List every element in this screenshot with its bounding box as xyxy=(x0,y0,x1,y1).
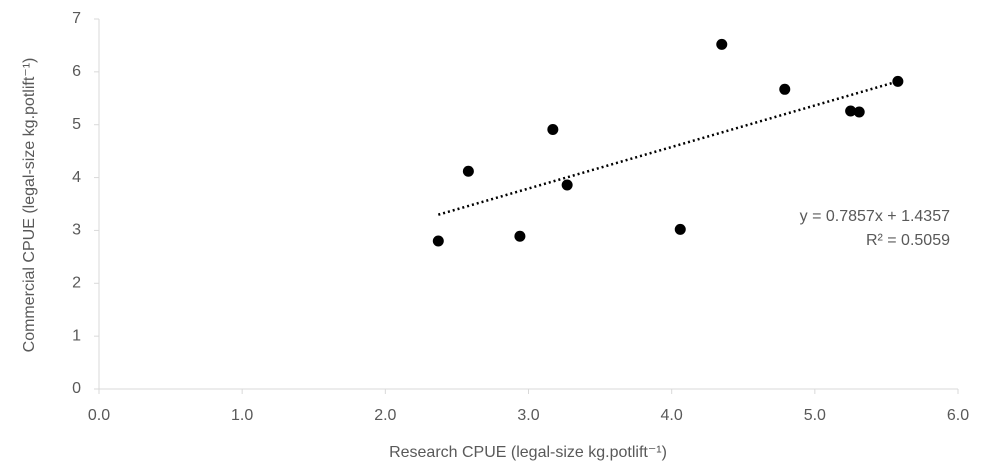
x-tick-label: 1.0 xyxy=(231,407,253,424)
trend-r2: R² = 0.5059 xyxy=(866,232,950,249)
y-tick-label: 7 xyxy=(72,10,81,27)
point xyxy=(674,223,686,235)
point xyxy=(716,38,728,50)
x-tick-label: 2.0 xyxy=(374,407,396,424)
y-axis-label: Commercial CPUE (legal-size kg.potlift⁻¹… xyxy=(21,58,38,353)
y-tick-label: 2 xyxy=(72,275,81,292)
point xyxy=(779,83,791,95)
trend-equation: y = 0.7857x + 1.4357 xyxy=(800,208,950,225)
x-tick-label: 6.0 xyxy=(947,407,969,424)
point xyxy=(432,235,444,247)
x-axis-label: Research CPUE (legal-size kg.potlift⁻¹) xyxy=(389,444,667,461)
y-tick-label: 1 xyxy=(72,327,81,344)
point xyxy=(514,230,526,242)
y-tick-label: 3 xyxy=(72,222,81,239)
point xyxy=(462,165,474,177)
y-tick-label: 6 xyxy=(72,63,81,80)
y-tick-label: 5 xyxy=(72,116,81,133)
y-tick-label: 4 xyxy=(72,169,81,186)
point xyxy=(547,123,559,135)
x-tick-label: 3.0 xyxy=(517,407,539,424)
point xyxy=(845,105,857,117)
x-tick-label: 4.0 xyxy=(661,407,683,424)
trendline xyxy=(437,80,899,216)
x-tick-label: 5.0 xyxy=(804,407,826,424)
y-tick-label: 0 xyxy=(72,380,81,397)
point xyxy=(853,106,865,118)
point xyxy=(561,179,573,191)
x-tick-label: 0.0 xyxy=(88,407,110,424)
point xyxy=(892,75,904,87)
